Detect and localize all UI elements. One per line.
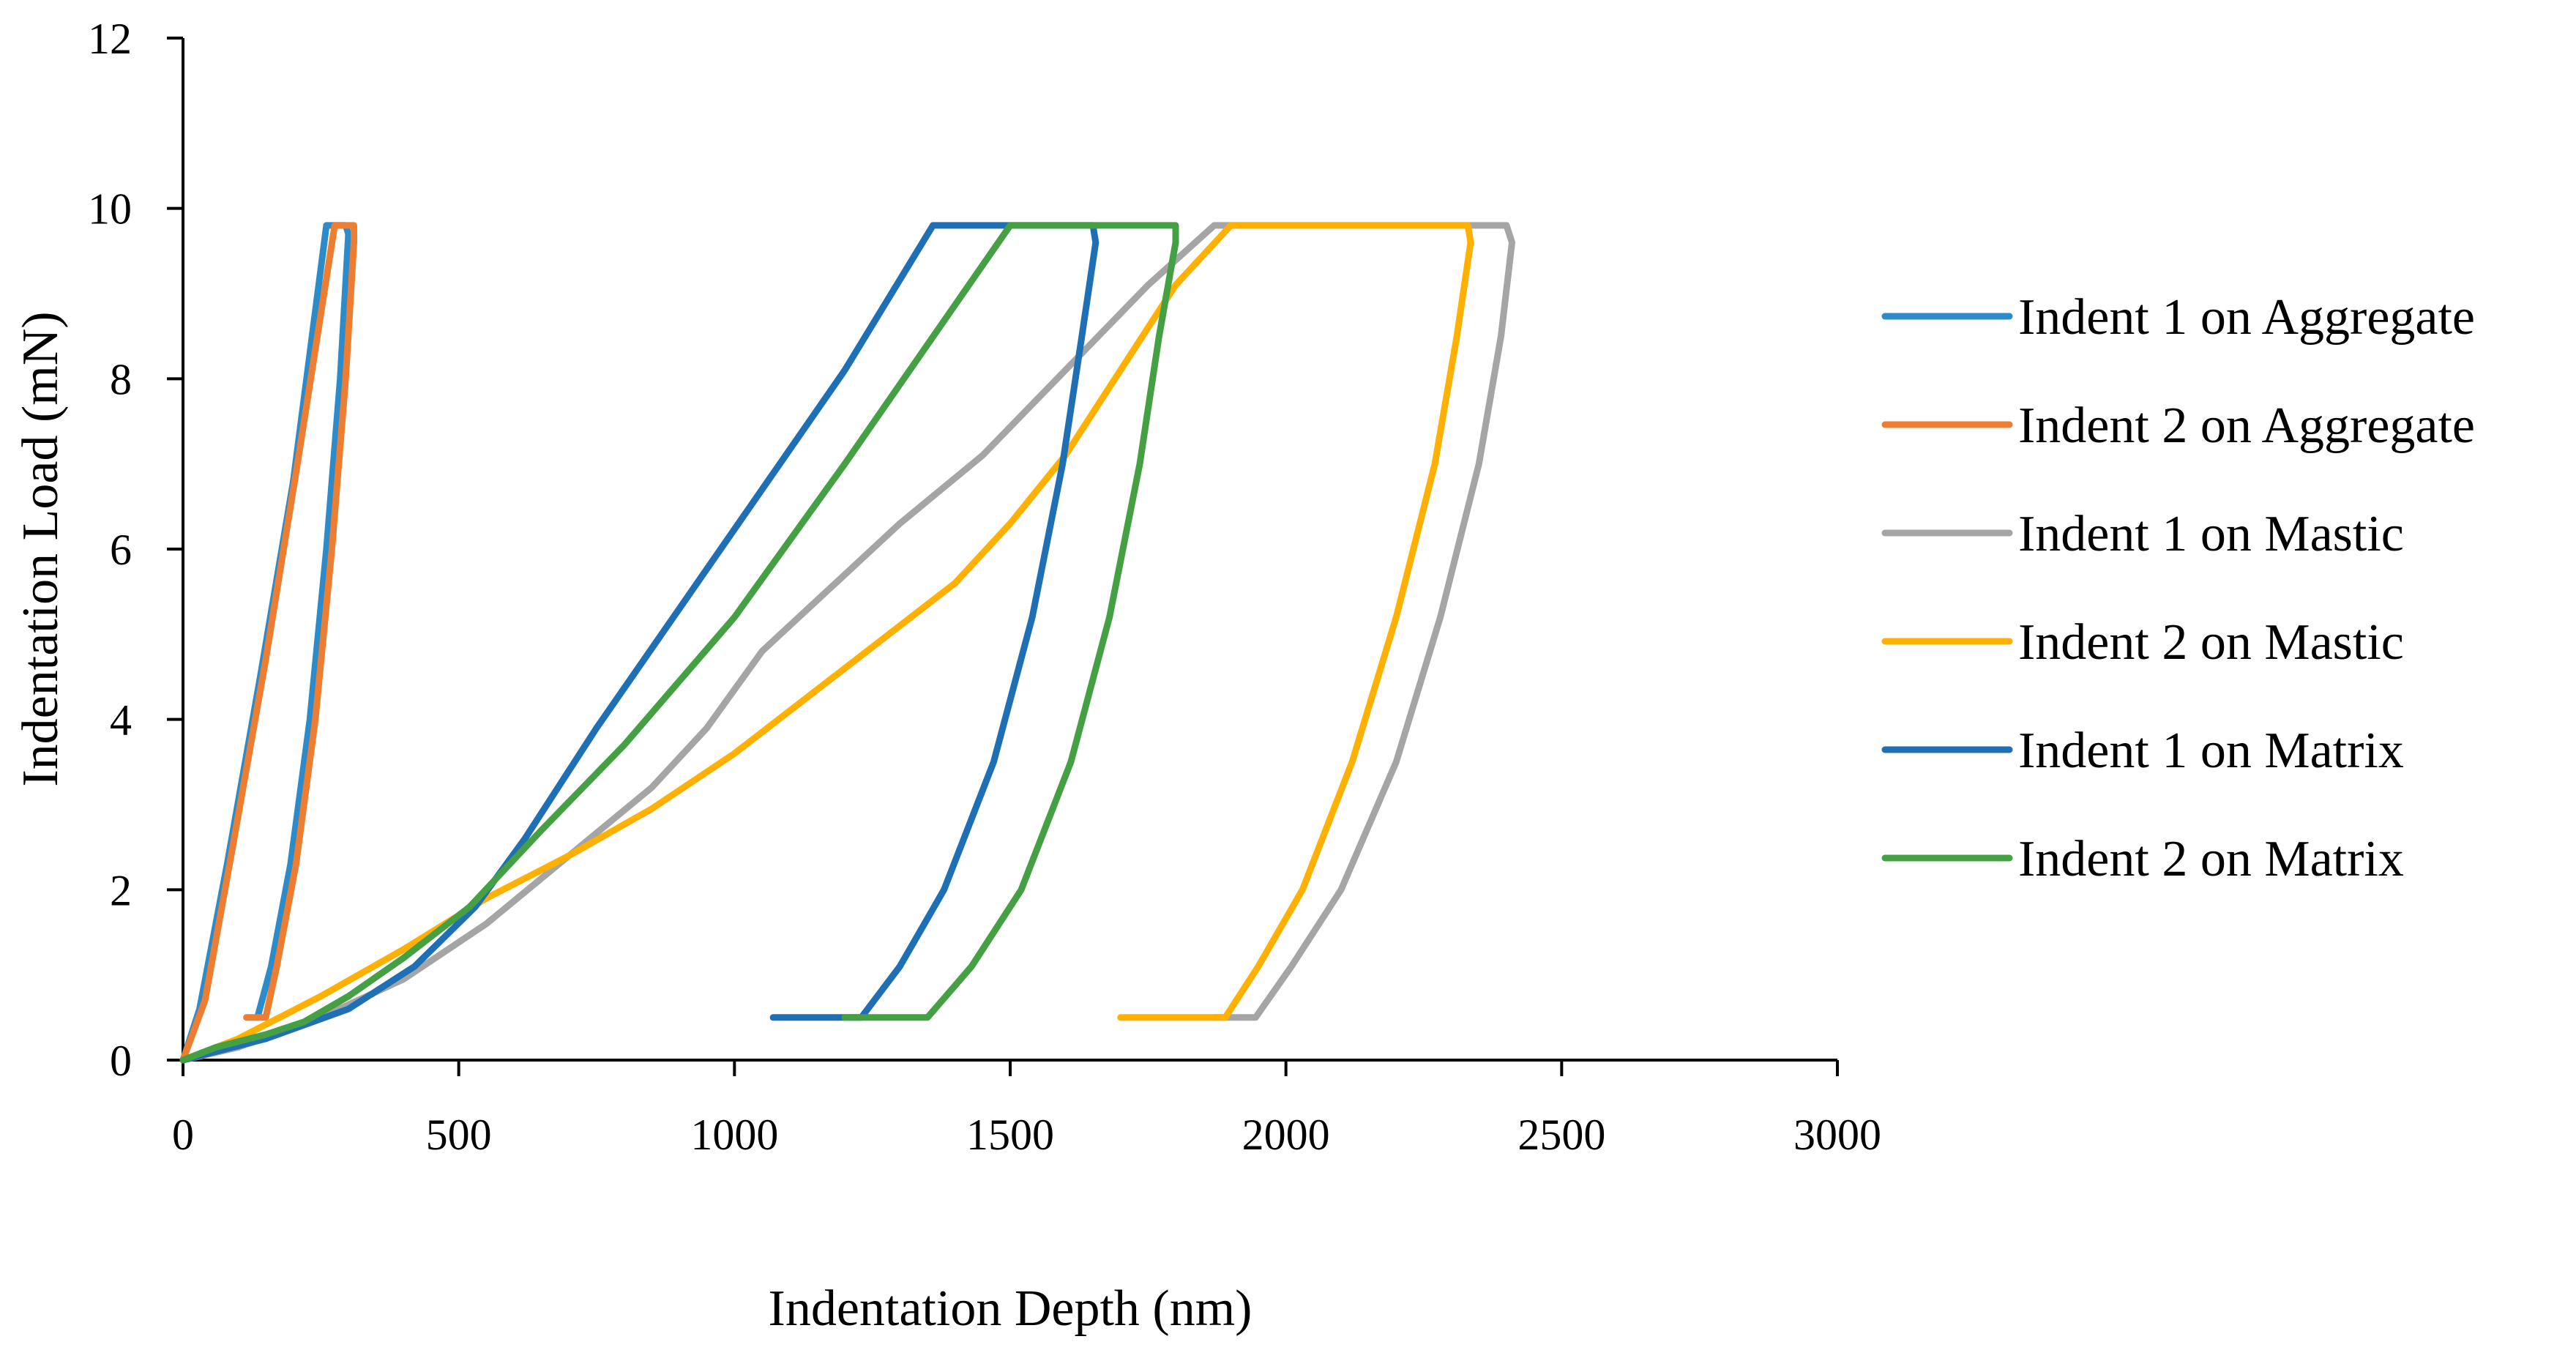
y-tick-label: 2 [110,866,132,914]
legend-label-2: Indent 2 on Aggregate [2018,398,2475,454]
y-tick-label: 4 [110,696,132,745]
x-ticks: 0 500 1000 1500 2000 2500 3000 [172,1060,1881,1159]
series-group [179,222,1515,1064]
y-ticks: 0 2 4 6 8 10 12 [88,15,183,1085]
x-axis-title: Indentation Depth (nm) [769,1280,1252,1337]
legend-label-1: Indent 1 on Aggregate [2018,289,2475,346]
axes: 0 500 1000 1500 2000 2500 3000 0 2 4 6 8 10 12 [88,15,1881,1159]
y-tick-label: 0 [110,1037,132,1085]
series-line-6 [179,222,1179,1064]
y-axis-title: Indentation Load (mN) [12,311,69,786]
series-line-4 [179,222,1474,1064]
legend: Indent 1 on Aggregate Indent 2 on Aggrega… [1881,289,2475,887]
y-tick-label: 12 [88,15,132,63]
y-tick-label: 10 [88,185,132,234]
x-tick-label: 500 [426,1111,492,1159]
x-tick-label: 2000 [1242,1111,1330,1159]
series-line-2 [179,222,357,1064]
legend-label-3: Indent 1 on Mastic [2018,506,2404,562]
x-tick-label: 1000 [690,1111,778,1159]
series-line-3 [179,222,1515,1064]
legend-label-6: Indent 2 on Matrix [2018,831,2404,887]
x-tick-label: 3000 [1793,1111,1881,1159]
x-tick-label: 1500 [966,1111,1054,1159]
legend-label-5: Indent 1 on Matrix [2018,723,2404,779]
x-tick-label: 2500 [1517,1111,1605,1159]
y-tick-label: 8 [110,355,132,403]
x-tick-label: 0 [172,1111,194,1159]
legend-label-4: Indent 2 on Mastic [2018,614,2404,671]
y-tick-label: 6 [110,526,132,574]
series-line-5 [179,222,1100,1064]
